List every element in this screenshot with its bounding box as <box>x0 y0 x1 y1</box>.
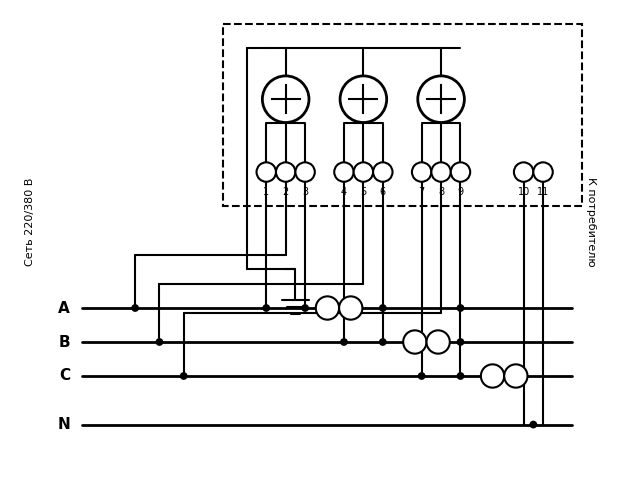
Circle shape <box>340 76 387 122</box>
Text: К потребителю: К потребителю <box>586 177 595 267</box>
Text: 8: 8 <box>438 187 444 197</box>
Text: 11: 11 <box>537 187 549 197</box>
Circle shape <box>426 330 450 354</box>
Circle shape <box>296 162 315 182</box>
Circle shape <box>514 162 533 182</box>
Circle shape <box>504 364 528 388</box>
Circle shape <box>373 162 392 182</box>
Circle shape <box>301 304 309 312</box>
Circle shape <box>379 338 387 346</box>
Circle shape <box>379 304 387 312</box>
Circle shape <box>457 304 465 312</box>
Text: 10: 10 <box>518 187 530 197</box>
Text: 2: 2 <box>283 187 289 197</box>
Text: Сеть 220/380 В: Сеть 220/380 В <box>25 177 35 266</box>
Text: 5: 5 <box>360 187 366 197</box>
Circle shape <box>418 76 465 122</box>
Text: 1: 1 <box>263 187 269 197</box>
Circle shape <box>457 338 465 346</box>
Circle shape <box>334 162 354 182</box>
Circle shape <box>354 162 373 182</box>
Circle shape <box>403 330 426 354</box>
Text: 3: 3 <box>302 187 308 197</box>
Circle shape <box>339 296 362 320</box>
Circle shape <box>262 304 270 312</box>
Circle shape <box>451 162 470 182</box>
Circle shape <box>257 162 276 182</box>
Text: A: A <box>59 300 70 316</box>
Circle shape <box>155 338 164 346</box>
Text: N: N <box>57 417 70 432</box>
Circle shape <box>412 162 431 182</box>
Circle shape <box>529 421 537 428</box>
Circle shape <box>431 162 451 182</box>
Text: 4: 4 <box>341 187 347 197</box>
Text: B: B <box>59 335 70 349</box>
Circle shape <box>131 304 139 312</box>
Text: C: C <box>59 369 70 384</box>
Circle shape <box>533 162 553 182</box>
Circle shape <box>180 372 188 380</box>
Circle shape <box>340 338 348 346</box>
Circle shape <box>316 296 339 320</box>
Text: 6: 6 <box>379 187 386 197</box>
Circle shape <box>418 372 426 380</box>
Text: 9: 9 <box>457 187 463 197</box>
Circle shape <box>457 372 465 380</box>
Circle shape <box>276 162 296 182</box>
Circle shape <box>262 76 309 122</box>
Circle shape <box>481 364 504 388</box>
Text: 7: 7 <box>418 187 424 197</box>
